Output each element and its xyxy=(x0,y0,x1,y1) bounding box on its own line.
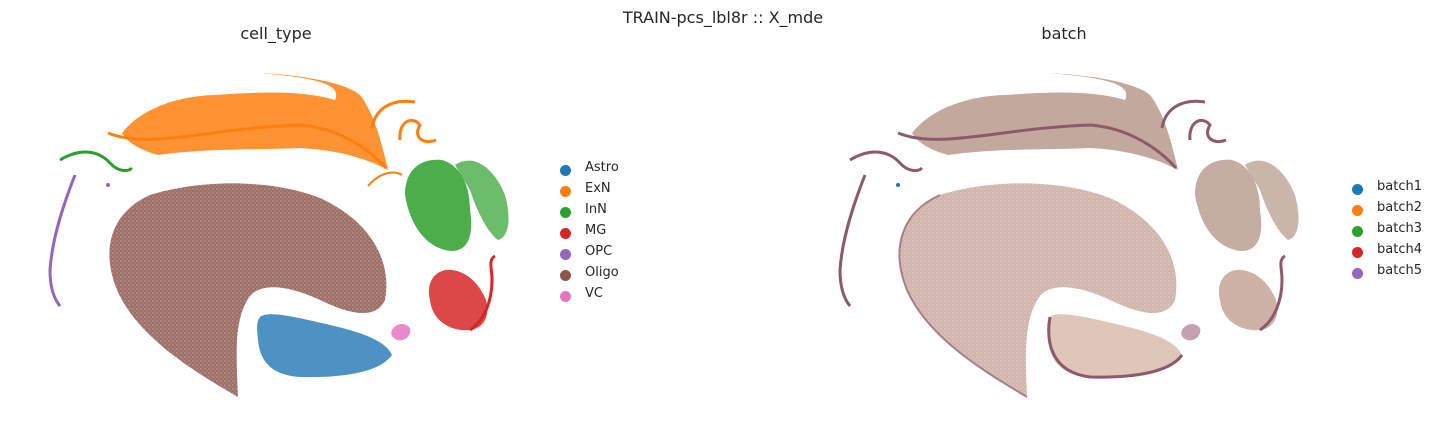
cluster-exn-hook-2 xyxy=(398,119,437,144)
legend-marker xyxy=(560,249,571,260)
legend-label: VC xyxy=(585,286,603,301)
cluster-exn xyxy=(122,73,388,170)
legend-marker xyxy=(1352,226,1363,237)
batch-small-cluster xyxy=(1181,324,1201,341)
legend-label: Astro xyxy=(585,160,619,175)
batch-scatter xyxy=(838,73,1299,398)
cell-type-scatter xyxy=(48,73,509,397)
cluster-exn-hook-3 xyxy=(367,171,403,187)
cluster-exn-arc xyxy=(107,123,388,169)
batch-right-cluster-2 xyxy=(1245,160,1299,240)
legend-marker xyxy=(1352,184,1363,195)
legend-marker xyxy=(1352,268,1363,279)
batch-main-body-texture xyxy=(899,183,1177,397)
cluster-inn-left xyxy=(59,150,134,173)
legend-marker xyxy=(1352,205,1363,216)
batch-main-edge xyxy=(898,194,1028,398)
batch-top-cluster xyxy=(912,73,1178,170)
batch-small-dot xyxy=(896,183,900,187)
cluster-opc-dot xyxy=(106,183,110,187)
batch-lower-right-tail xyxy=(1259,254,1286,332)
cluster-inn-right xyxy=(455,160,509,240)
batch-top-arc xyxy=(897,123,1178,169)
batch-bottom-edge xyxy=(1047,316,1184,379)
legend-label: Oligo xyxy=(585,265,619,280)
legend-label: InN xyxy=(585,202,607,217)
legend-marker xyxy=(560,270,571,281)
cluster-astro xyxy=(257,314,392,378)
legend-marker xyxy=(560,207,571,218)
cluster-inn xyxy=(405,159,472,251)
legend-marker xyxy=(560,228,571,239)
legend-label: batch3 xyxy=(1377,221,1422,236)
figure-suptitle: TRAIN-pcs_lbl8r :: X_mde xyxy=(622,8,824,27)
legend-marker xyxy=(560,291,571,302)
batch-hook-1 xyxy=(1160,99,1206,129)
legend-label: batch1 xyxy=(1377,179,1422,194)
batch-bottom-cluster xyxy=(1047,314,1182,378)
batch-far-left-strand xyxy=(838,174,867,307)
batch-right-cluster xyxy=(1195,159,1262,251)
cluster-vc xyxy=(391,324,411,341)
cluster-exn-hook-1 xyxy=(370,99,416,129)
batch-hook-2 xyxy=(1188,119,1227,144)
legend-label: OPC xyxy=(585,244,613,259)
batch-lower-right-cluster xyxy=(1218,269,1278,331)
batch-left-loop xyxy=(849,150,924,173)
legend-label: batch5 xyxy=(1377,263,1422,278)
legend-marker xyxy=(560,165,571,176)
legend-label: MG xyxy=(585,223,607,238)
cluster-mg-tail xyxy=(469,254,496,332)
legend-marker xyxy=(1352,247,1363,258)
legend-label: ExN xyxy=(585,181,611,196)
legend-label: batch4 xyxy=(1377,242,1422,257)
panel-title-cell-type: cell_type xyxy=(240,24,312,43)
legend-marker xyxy=(560,186,571,197)
cluster-oligo-texture xyxy=(109,183,387,397)
cluster-mg xyxy=(428,269,488,331)
legend-label: batch2 xyxy=(1377,200,1422,215)
panel-title-batch: batch xyxy=(1041,24,1087,43)
cluster-opc xyxy=(48,174,77,307)
